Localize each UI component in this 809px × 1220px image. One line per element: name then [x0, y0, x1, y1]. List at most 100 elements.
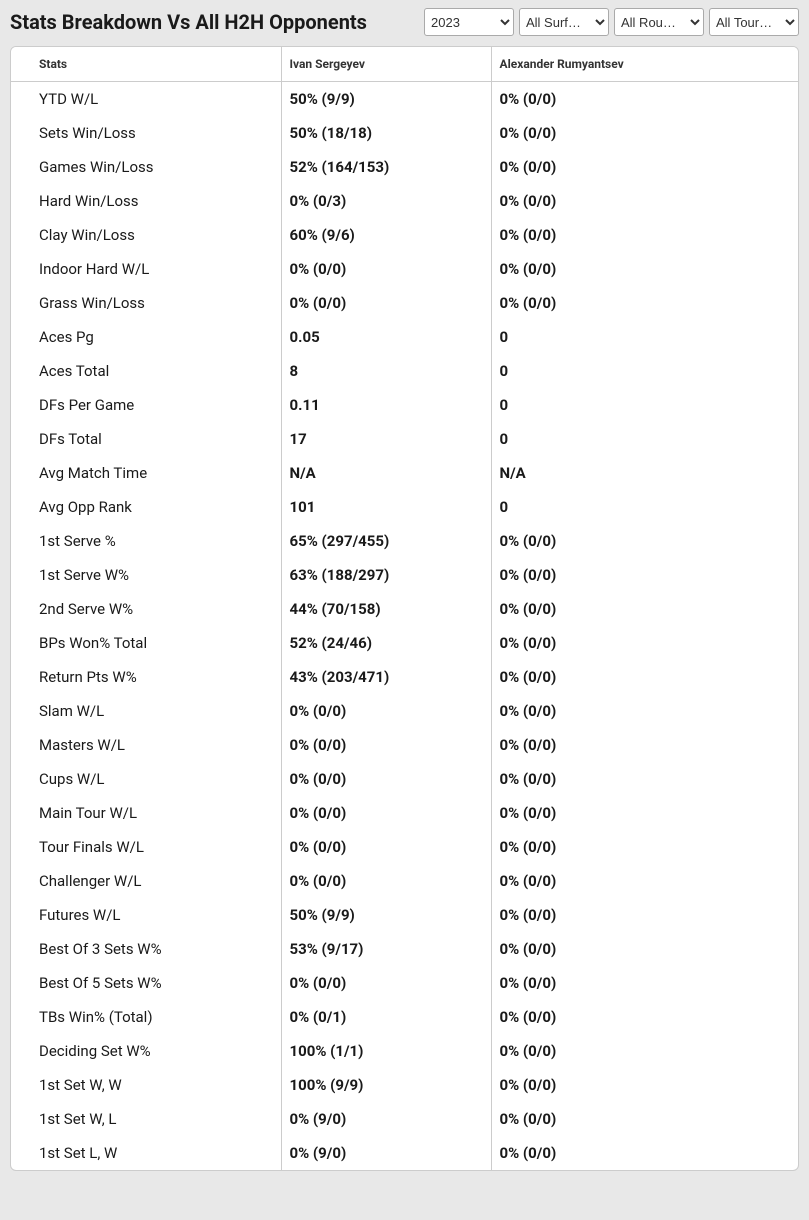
player1-value: 0% (9/0) [281, 1136, 491, 1170]
stat-label: Avg Match Time [11, 456, 281, 490]
table-row: Hard Win/Loss0% (0/3)0% (0/0) [11, 184, 798, 218]
stat-label: Indoor Hard W/L [11, 252, 281, 286]
player2-value: 0% (0/0) [491, 524, 798, 558]
table-row: Best Of 3 Sets W%53% (9/17)0% (0/0) [11, 932, 798, 966]
table-row: YTD W/L50% (9/9)0% (0/0) [11, 82, 798, 117]
stat-label: 2nd Serve W% [11, 592, 281, 626]
table-row: 1st Serve %65% (297/455)0% (0/0) [11, 524, 798, 558]
stat-label: Return Pts W% [11, 660, 281, 694]
player1-value: 63% (188/297) [281, 558, 491, 592]
player1-value: 0% (0/0) [281, 864, 491, 898]
stat-label: Masters W/L [11, 728, 281, 762]
player1-value: 0% (0/0) [281, 252, 491, 286]
table-row: Clay Win/Loss60% (9/6)0% (0/0) [11, 218, 798, 252]
stat-label: Clay Win/Loss [11, 218, 281, 252]
table-row: Avg Match TimeN/AN/A [11, 456, 798, 490]
stat-label: Aces Total [11, 354, 281, 388]
player2-value: 0% (0/0) [491, 932, 798, 966]
player1-value: 50% (18/18) [281, 116, 491, 150]
surface-select[interactable]: All Surf… [519, 8, 609, 36]
header: Stats Breakdown Vs All H2H Opponents 202… [10, 8, 799, 36]
player2-value: 0% (0/0) [491, 796, 798, 830]
player1-value: 100% (9/9) [281, 1068, 491, 1102]
stats-table: Stats Ivan Sergeyev Alexander Rumyantsev… [11, 47, 798, 1170]
stat-label: Slam W/L [11, 694, 281, 728]
stat-label: Main Tour W/L [11, 796, 281, 830]
player2-value: 0% (0/0) [491, 728, 798, 762]
player2-value: 0% (0/0) [491, 82, 798, 117]
stat-label: TBs Win% (Total) [11, 1000, 281, 1034]
table-row: Best Of 5 Sets W%0% (0/0)0% (0/0) [11, 966, 798, 1000]
player2-value: 0 [491, 320, 798, 354]
tour-select[interactable]: All Tour… [709, 8, 799, 36]
stat-label: Deciding Set W% [11, 1034, 281, 1068]
table-row: Aces Total80 [11, 354, 798, 388]
player1-value: 52% (24/46) [281, 626, 491, 660]
player1-value: 100% (1/1) [281, 1034, 491, 1068]
table-row: Games Win/Loss52% (164/153)0% (0/0) [11, 150, 798, 184]
player1-value: 0% (9/0) [281, 1102, 491, 1136]
table-row: DFs Per Game0.110 [11, 388, 798, 422]
table-row: 1st Set L, W0% (9/0)0% (0/0) [11, 1136, 798, 1170]
round-select[interactable]: All Rou… [614, 8, 704, 36]
stat-label: Cups W/L [11, 762, 281, 796]
stat-label: Challenger W/L [11, 864, 281, 898]
col-header-player2: Alexander Rumyantsev [491, 47, 798, 82]
player2-value: 0% (0/0) [491, 116, 798, 150]
player2-value: 0% (0/0) [491, 184, 798, 218]
stat-label: Games Win/Loss [11, 150, 281, 184]
table-row: 2nd Serve W%44% (70/158)0% (0/0) [11, 592, 798, 626]
player1-value: 0% (0/0) [281, 966, 491, 1000]
table-row: Return Pts W%43% (203/471)0% (0/0) [11, 660, 798, 694]
player2-value: 0% (0/0) [491, 660, 798, 694]
table-row: Main Tour W/L0% (0/0)0% (0/0) [11, 796, 798, 830]
player1-value: 0.05 [281, 320, 491, 354]
player2-value: 0% (0/0) [491, 286, 798, 320]
table-row: Indoor Hard W/L0% (0/0)0% (0/0) [11, 252, 798, 286]
table-row: 1st Serve W%63% (188/297)0% (0/0) [11, 558, 798, 592]
player2-value: 0% (0/0) [491, 1102, 798, 1136]
player2-value: N/A [491, 456, 798, 490]
table-header-row: Stats Ivan Sergeyev Alexander Rumyantsev [11, 47, 798, 82]
stat-label: 1st Serve % [11, 524, 281, 558]
player2-value: 0 [491, 490, 798, 524]
table-row: 1st Set W, W100% (9/9)0% (0/0) [11, 1068, 798, 1102]
table-row: BPs Won% Total52% (24/46)0% (0/0) [11, 626, 798, 660]
filter-bar: 2023 All Surf… All Rou… All Tour… [424, 8, 799, 36]
player2-value: 0% (0/0) [491, 1034, 798, 1068]
player1-value: 0% (0/0) [281, 728, 491, 762]
player1-value: N/A [281, 456, 491, 490]
player1-value: 17 [281, 422, 491, 456]
table-row: Slam W/L0% (0/0)0% (0/0) [11, 694, 798, 728]
stat-label: DFs Total [11, 422, 281, 456]
player1-value: 0% (0/0) [281, 286, 491, 320]
player2-value: 0% (0/0) [491, 1068, 798, 1102]
player2-value: 0% (0/0) [491, 218, 798, 252]
table-row: Futures W/L50% (9/9)0% (0/0) [11, 898, 798, 932]
table-row: 1st Set W, L0% (9/0)0% (0/0) [11, 1102, 798, 1136]
stat-label: Avg Opp Rank [11, 490, 281, 524]
player1-value: 0% (0/0) [281, 694, 491, 728]
player1-value: 0% (0/0) [281, 796, 491, 830]
year-select[interactable]: 2023 [424, 8, 514, 36]
player1-value: 50% (9/9) [281, 898, 491, 932]
player2-value: 0% (0/0) [491, 150, 798, 184]
player1-value: 53% (9/17) [281, 932, 491, 966]
table-row: Sets Win/Loss50% (18/18)0% (0/0) [11, 116, 798, 150]
player1-value: 0% (0/0) [281, 830, 491, 864]
player1-value: 65% (297/455) [281, 524, 491, 558]
player2-value: 0% (0/0) [491, 864, 798, 898]
player1-value: 0% (0/0) [281, 762, 491, 796]
stat-label: 1st Serve W% [11, 558, 281, 592]
player2-value: 0 [491, 388, 798, 422]
player1-value: 0% (0/3) [281, 184, 491, 218]
player1-value: 50% (9/9) [281, 82, 491, 117]
player2-value: 0% (0/0) [491, 966, 798, 1000]
stat-label: 1st Set W, L [11, 1102, 281, 1136]
col-header-player1: Ivan Sergeyev [281, 47, 491, 82]
stat-label: Sets Win/Loss [11, 116, 281, 150]
table-row: Aces Pg0.050 [11, 320, 798, 354]
player1-value: 8 [281, 354, 491, 388]
table-row: Tour Finals W/L0% (0/0)0% (0/0) [11, 830, 798, 864]
table-row: TBs Win% (Total)0% (0/1)0% (0/0) [11, 1000, 798, 1034]
